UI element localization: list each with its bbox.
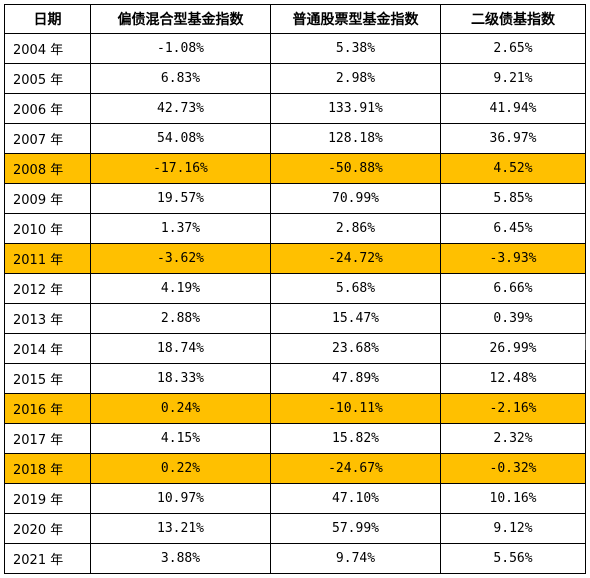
year-cell: 2017 年 <box>4 423 91 454</box>
header-row: 日期 偏债混合型基金指数 普通股票型基金指数 二级债基指数 <box>4 4 586 34</box>
header-mixed-bond-fund-index: 偏债混合型基金指数 <box>90 4 271 34</box>
stock-return-cell: 2.98% <box>270 63 441 94</box>
table-row: 2007 年 54.08% 128.18% 36.97% <box>4 123 586 154</box>
stock-return-cell: 23.68% <box>270 333 441 364</box>
secondary-bond-return-cell: 10.16% <box>440 483 586 514</box>
mixed-bond-return-cell: 19.57% <box>90 183 271 214</box>
secondary-bond-return-cell: 4.52% <box>440 153 586 184</box>
mixed-bond-return-cell: 0.22% <box>90 453 271 484</box>
secondary-bond-return-cell: 36.97% <box>440 123 586 154</box>
stock-return-cell: 47.10% <box>270 483 441 514</box>
secondary-bond-return-cell: 5.56% <box>440 543 586 574</box>
stock-return-cell: 57.99% <box>270 513 441 544</box>
mixed-bond-return-cell: 54.08% <box>90 123 271 154</box>
table-row: 2006 年 42.73% 133.91% 41.94% <box>4 93 586 124</box>
mixed-bond-return-cell: 0.24% <box>90 393 271 424</box>
secondary-bond-return-cell: 5.85% <box>440 183 586 214</box>
year-cell: 2007 年 <box>4 123 91 154</box>
secondary-bond-return-cell: 26.99% <box>440 333 586 364</box>
mixed-bond-return-cell: 4.19% <box>90 273 271 304</box>
stock-return-cell: -50.88% <box>270 153 441 184</box>
secondary-bond-return-cell: -0.32% <box>440 453 586 484</box>
mixed-bond-return-cell: 13.21% <box>90 513 271 544</box>
header-date: 日期 <box>4 4 91 34</box>
mixed-bond-return-cell: 2.88% <box>90 303 271 334</box>
year-cell: 2006 年 <box>4 93 91 124</box>
table-row: 2019 年 10.97% 47.10% 10.16% <box>4 483 586 514</box>
stock-return-cell: 9.74% <box>270 543 441 574</box>
year-cell: 2009 年 <box>4 183 91 214</box>
mixed-bond-return-cell: 18.33% <box>90 363 271 394</box>
year-cell: 2020 年 <box>4 513 91 544</box>
stock-return-cell: 15.47% <box>270 303 441 334</box>
stock-return-cell: 128.18% <box>270 123 441 154</box>
stock-return-cell: 133.91% <box>270 93 441 124</box>
secondary-bond-return-cell: 2.32% <box>440 423 586 454</box>
mixed-bond-return-cell: -3.62% <box>90 243 271 274</box>
secondary-bond-return-cell: 41.94% <box>440 93 586 124</box>
mixed-bond-return-cell: -17.16% <box>90 153 271 184</box>
year-cell: 2016 年 <box>4 393 91 424</box>
stock-return-cell: -10.11% <box>270 393 441 424</box>
secondary-bond-return-cell: 6.66% <box>440 273 586 304</box>
secondary-bond-return-cell: -3.93% <box>440 243 586 274</box>
table-row: 2013 年 2.88% 15.47% 0.39% <box>4 303 586 334</box>
secondary-bond-return-cell: 9.21% <box>440 63 586 94</box>
stock-return-cell: 70.99% <box>270 183 441 214</box>
year-cell: 2011 年 <box>4 243 91 274</box>
fund-index-returns-table: 日期 偏债混合型基金指数 普通股票型基金指数 二级债基指数 2004 年 -1.0… <box>4 4 586 574</box>
table-row: 2005 年 6.83% 2.98% 9.21% <box>4 63 586 94</box>
secondary-bond-return-cell: 2.65% <box>440 33 586 64</box>
table-row: 2021 年 3.88% 9.74% 5.56% <box>4 543 586 574</box>
year-cell: 2014 年 <box>4 333 91 364</box>
stock-return-cell: 5.38% <box>270 33 441 64</box>
secondary-bond-return-cell: 6.45% <box>440 213 586 244</box>
mixed-bond-return-cell: 4.15% <box>90 423 271 454</box>
year-cell: 2005 年 <box>4 63 91 94</box>
table-row: 2012 年 4.19% 5.68% 6.66% <box>4 273 586 304</box>
table-header: 日期 偏债混合型基金指数 普通股票型基金指数 二级债基指数 <box>4 4 586 34</box>
table-row: 2011 年 -3.62% -24.72% -3.93% <box>4 243 586 274</box>
stock-return-cell: 15.82% <box>270 423 441 454</box>
year-cell: 2019 年 <box>4 483 91 514</box>
table-row: 2008 年 -17.16% -50.88% 4.52% <box>4 153 586 184</box>
mixed-bond-return-cell: 6.83% <box>90 63 271 94</box>
mixed-bond-return-cell: -1.08% <box>90 33 271 64</box>
table-row: 2020 年 13.21% 57.99% 9.12% <box>4 513 586 544</box>
year-cell: 2021 年 <box>4 543 91 574</box>
mixed-bond-return-cell: 10.97% <box>90 483 271 514</box>
header-secondary-bond-fund-index: 二级债基指数 <box>440 4 586 34</box>
mixed-bond-return-cell: 18.74% <box>90 333 271 364</box>
secondary-bond-return-cell: 12.48% <box>440 363 586 394</box>
year-cell: 2008 年 <box>4 153 91 184</box>
secondary-bond-return-cell: 9.12% <box>440 513 586 544</box>
table-row: 2017 年 4.15% 15.82% 2.32% <box>4 423 586 454</box>
table-row: 2009 年 19.57% 70.99% 5.85% <box>4 183 586 214</box>
stock-return-cell: 47.89% <box>270 363 441 394</box>
stock-return-cell: 2.86% <box>270 213 441 244</box>
year-cell: 2010 年 <box>4 213 91 244</box>
year-cell: 2012 年 <box>4 273 91 304</box>
table-body: 2004 年 -1.08% 5.38% 2.65% 2005 年 6.83% 2.98% 9.… <box>4 33 586 574</box>
mixed-bond-return-cell: 1.37% <box>90 213 271 244</box>
table-row: 2004 年 -1.08% 5.38% 2.65% <box>4 33 586 64</box>
header-stock-fund-index: 普通股票型基金指数 <box>270 4 441 34</box>
secondary-bond-return-cell: -2.16% <box>440 393 586 424</box>
table-row: 2018 年 0.22% -24.67% -0.32% <box>4 453 586 484</box>
table-row: 2014 年 18.74% 23.68% 26.99% <box>4 333 586 364</box>
mixed-bond-return-cell: 3.88% <box>90 543 271 574</box>
stock-return-cell: 5.68% <box>270 273 441 304</box>
table-row: 2016 年 0.24% -10.11% -2.16% <box>4 393 586 424</box>
mixed-bond-return-cell: 42.73% <box>90 93 271 124</box>
stock-return-cell: -24.72% <box>270 243 441 274</box>
scroll-edge-marker <box>585 334 586 350</box>
year-cell: 2013 年 <box>4 303 91 334</box>
year-cell: 2015 年 <box>4 363 91 394</box>
stock-return-cell: -24.67% <box>270 453 441 484</box>
secondary-bond-return-cell: 0.39% <box>440 303 586 334</box>
table-row: 2010 年 1.37% 2.86% 6.45% <box>4 213 586 244</box>
year-cell: 2004 年 <box>4 33 91 64</box>
year-cell: 2018 年 <box>4 453 91 484</box>
table-row: 2015 年 18.33% 47.89% 12.48% <box>4 363 586 394</box>
